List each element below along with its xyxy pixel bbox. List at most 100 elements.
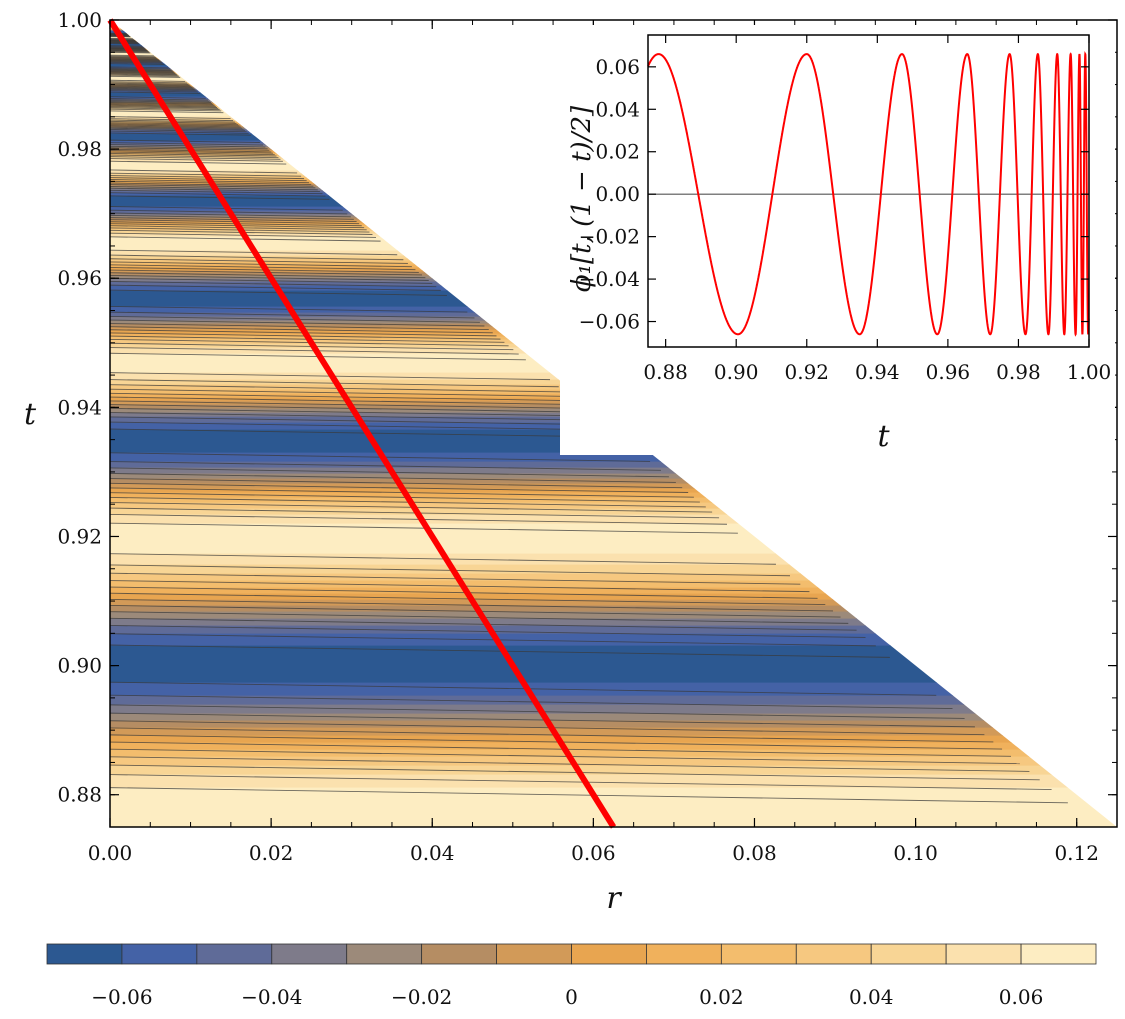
contour-line — [110, 644, 890, 658]
colorbar-cell — [496, 943, 572, 965]
contour-band — [110, 742, 1117, 750]
contour-band — [110, 735, 1117, 743]
inset-y-tick-labels: −0.06 −0.04 −0.02 0.00 0.02 0.04 0.06 — [579, 55, 640, 334]
contour-band — [110, 514, 1117, 524]
x-axis-label: r — [606, 881, 622, 916]
contour-band — [110, 23, 1117, 25]
contour-band — [110, 713, 1117, 721]
contour-band — [110, 452, 1117, 462]
inset-x-tick-labels: 0.88 0.90 0.92 0.94 0.96 0.98 1.00 — [643, 360, 1111, 384]
y-axis-label: t — [24, 397, 37, 432]
colorbar-tick-label: 0.06 — [999, 985, 1044, 1009]
inset-x-axis-label: t — [877, 419, 890, 454]
inset-x-tick-label: 0.90 — [714, 360, 759, 384]
colorbar-cell — [271, 943, 348, 965]
contour-band — [110, 488, 1117, 493]
colorbar-cell — [870, 943, 947, 965]
main-plot-frame — [109, 19, 1118, 828]
inset-y-tick-label: 0.06 — [595, 55, 640, 79]
contour-band — [110, 727, 1117, 736]
contour-band — [110, 765, 1117, 775]
contour-band — [110, 573, 1117, 581]
y-tick-label: 0.96 — [57, 266, 102, 290]
colorbar-cell — [421, 943, 497, 965]
contour-band — [110, 483, 1117, 489]
contour-line — [110, 592, 826, 606]
contour-line — [110, 756, 1030, 772]
colorbar-tick-label: −0.02 — [391, 985, 452, 1009]
contour-band — [110, 605, 1117, 612]
contour-band — [110, 682, 1117, 696]
contour-band — [110, 564, 1117, 574]
contour-band — [110, 492, 1117, 498]
x-tick-label: 0.10 — [893, 841, 938, 865]
contour-line — [110, 694, 953, 710]
inset-x-tick-label: 0.96 — [926, 360, 971, 384]
contour-line — [110, 604, 841, 618]
inset-background — [560, 25, 1115, 455]
y-tick-label: 0.98 — [57, 137, 102, 161]
colorbar-tick-label: −0.06 — [91, 985, 152, 1009]
colorbar-cell — [196, 943, 273, 965]
contour-band — [110, 508, 1117, 515]
contour-band — [110, 704, 1117, 714]
contour-line — [110, 617, 857, 631]
inset-y-tick-label: 0.00 — [595, 182, 640, 206]
inset-y-tick-label: 0.04 — [595, 97, 640, 121]
x-tick-label: 0.02 — [249, 841, 294, 865]
contour-band — [110, 599, 1117, 606]
colorbar: −0.06 −0.04 −0.02 0 0.02 0.04 0.06 — [46, 943, 1097, 1009]
contour-line — [110, 625, 866, 638]
x-tick-label: 0.00 — [88, 841, 133, 865]
colorbar-cells — [46, 943, 1097, 965]
contour-band — [110, 580, 1117, 588]
contour-line — [110, 748, 1020, 765]
contour-line — [110, 764, 1040, 781]
colorbar-cell — [720, 943, 797, 965]
contour-line — [110, 734, 1003, 750]
inset-x-tick-label: 0.88 — [643, 360, 688, 384]
contour-band — [110, 749, 1117, 757]
contour-band — [110, 720, 1117, 728]
contour-line — [110, 633, 876, 647]
contour-band — [110, 633, 1117, 646]
colorbar-tick-label: −0.04 — [241, 985, 302, 1009]
contour-line — [110, 787, 1068, 804]
contour-line — [110, 727, 994, 743]
colorbar-tick-label: 0.02 — [699, 985, 744, 1009]
main-x-tick-labels: 0.00 0.02 0.04 0.06 0.08 0.10 0.12 — [88, 841, 1099, 865]
contour-band — [110, 587, 1117, 594]
contour-band — [110, 625, 1117, 634]
inset-ticks — [648, 35, 1090, 347]
colorbar-cell — [945, 943, 1022, 965]
contour-band — [110, 467, 1117, 474]
contour-band — [110, 553, 1117, 565]
contour-line — [110, 598, 834, 612]
x-tick-label: 0.06 — [571, 841, 616, 865]
contour-line — [110, 611, 849, 624]
colorbar-tick-label: 0 — [565, 985, 578, 1009]
inset-series-line — [647, 50, 1090, 337]
inset-y-tick-label: −0.02 — [579, 225, 640, 249]
contour-band — [110, 787, 1117, 827]
colorbar-cell — [795, 943, 872, 965]
contour-band — [110, 618, 1117, 626]
x-tick-label: 0.08 — [732, 841, 777, 865]
y-tick-label: 0.90 — [57, 654, 102, 678]
contour-band — [110, 774, 1117, 788]
contour-band — [110, 523, 1117, 554]
contour-band — [110, 497, 1117, 503]
contour-band — [110, 461, 1117, 468]
contour-band — [110, 756, 1117, 766]
colorbar-tick-label: 0.04 — [849, 985, 894, 1009]
inset-x-tick-label: 0.92 — [784, 360, 829, 384]
x-tick-label: 0.12 — [1054, 841, 1099, 865]
y-tick-label: 0.94 — [57, 395, 102, 419]
contour-band — [110, 695, 1117, 705]
contour-line — [110, 774, 1052, 791]
main-y-tick-labels: 0.88 0.90 0.92 0.94 0.96 0.98 1.00 — [57, 8, 102, 807]
colorbar-cell — [121, 943, 198, 965]
contour-band — [110, 593, 1117, 600]
inset-y-tick-label: 0.02 — [595, 140, 640, 164]
